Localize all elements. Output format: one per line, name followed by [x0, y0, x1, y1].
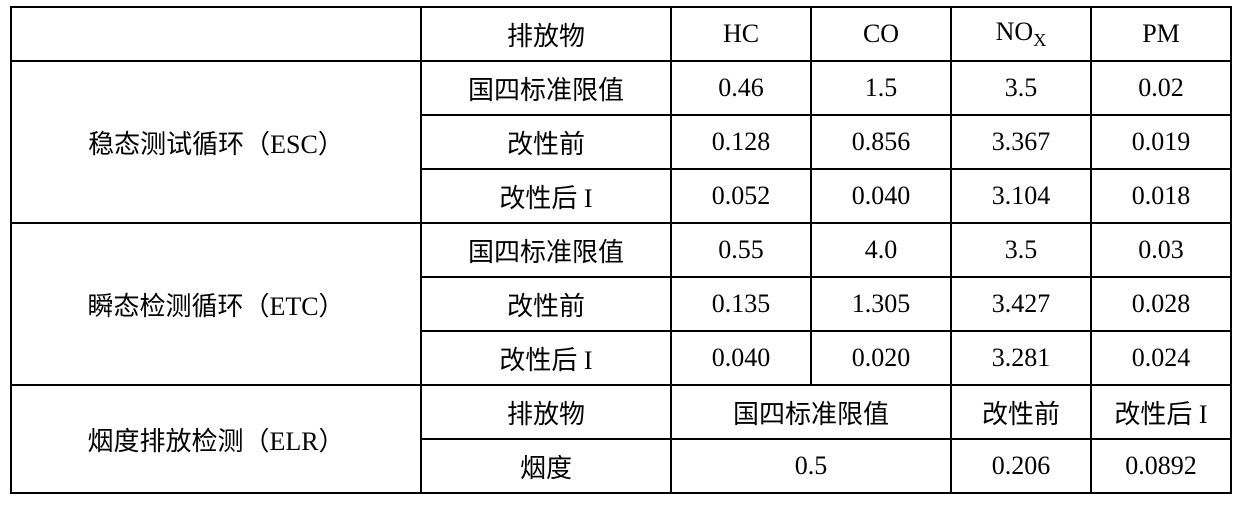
- header-hc: HC: [671, 7, 811, 61]
- etc-row1-nox: 3.427: [951, 277, 1091, 331]
- header-pm: PM: [1091, 7, 1231, 61]
- elr-row-label: 烟度: [421, 439, 671, 493]
- etc-title: 瞬态检测循环（ETC）: [11, 223, 421, 385]
- esc-row2-nox: 3.104: [951, 169, 1091, 223]
- esc-row2-pm: 0.018: [1091, 169, 1231, 223]
- emissions-table: 排放物 HC CO NOX PM 稳态测试循环（ESC） 国四标准限值 0.46…: [10, 6, 1232, 494]
- esc-row0-nox: 3.5: [951, 61, 1091, 115]
- header-corner: [11, 7, 421, 61]
- header-label: 排放物: [421, 7, 671, 61]
- elr-head-before: 改性前: [951, 385, 1091, 439]
- etc-row2-hc: 0.040: [671, 331, 811, 385]
- etc-row0-pm: 0.03: [1091, 223, 1231, 277]
- etc-row0-nox: 3.5: [951, 223, 1091, 277]
- esc-row2-hc: 0.052: [671, 169, 811, 223]
- etc-row1-co: 1.305: [811, 277, 951, 331]
- esc-row1-name: 改性前: [421, 115, 671, 169]
- etc-row2-nox: 3.281: [951, 331, 1091, 385]
- table-row: 烟度排放检测（ELR） 排放物 国四标准限值 改性前 改性后 I: [11, 385, 1231, 439]
- etc-row0-name: 国四标准限值: [421, 223, 671, 277]
- elr-head-label: 排放物: [421, 385, 671, 439]
- esc-row0-pm: 0.02: [1091, 61, 1231, 115]
- esc-row0-hc: 0.46: [671, 61, 811, 115]
- etc-row2-pm: 0.024: [1091, 331, 1231, 385]
- etc-row2-name: 改性后 I: [421, 331, 671, 385]
- esc-title: 稳态测试循环（ESC）: [11, 61, 421, 223]
- esc-row2-name: 改性后 I: [421, 169, 671, 223]
- table-row: 排放物 HC CO NOX PM: [11, 7, 1231, 61]
- table-row: 瞬态检测循环（ETC） 国四标准限值 0.55 4.0 3.5 0.03: [11, 223, 1231, 277]
- etc-row1-hc: 0.135: [671, 277, 811, 331]
- esc-row0-name: 国四标准限值: [421, 61, 671, 115]
- table-row: 稳态测试循环（ESC） 国四标准限值 0.46 1.5 3.5 0.02: [11, 61, 1231, 115]
- elr-row-before: 0.206: [951, 439, 1091, 493]
- esc-row1-co: 0.856: [811, 115, 951, 169]
- elr-row-after: 0.0892: [1091, 439, 1231, 493]
- esc-row2-co: 0.040: [811, 169, 951, 223]
- etc-row0-co: 4.0: [811, 223, 951, 277]
- etc-row1-name: 改性前: [421, 277, 671, 331]
- esc-row1-nox: 3.367: [951, 115, 1091, 169]
- header-co: CO: [811, 7, 951, 61]
- esc-row0-co: 1.5: [811, 61, 951, 115]
- elr-head-after: 改性后 I: [1091, 385, 1231, 439]
- header-nox: NOX: [951, 7, 1091, 61]
- etc-row0-hc: 0.55: [671, 223, 811, 277]
- esc-row1-hc: 0.128: [671, 115, 811, 169]
- elr-head-std: 国四标准限值: [671, 385, 951, 439]
- etc-row2-co: 0.020: [811, 331, 951, 385]
- etc-row1-pm: 0.028: [1091, 277, 1231, 331]
- elr-title: 烟度排放检测（ELR）: [11, 385, 421, 493]
- elr-row-std: 0.5: [671, 439, 951, 493]
- esc-row1-pm: 0.019: [1091, 115, 1231, 169]
